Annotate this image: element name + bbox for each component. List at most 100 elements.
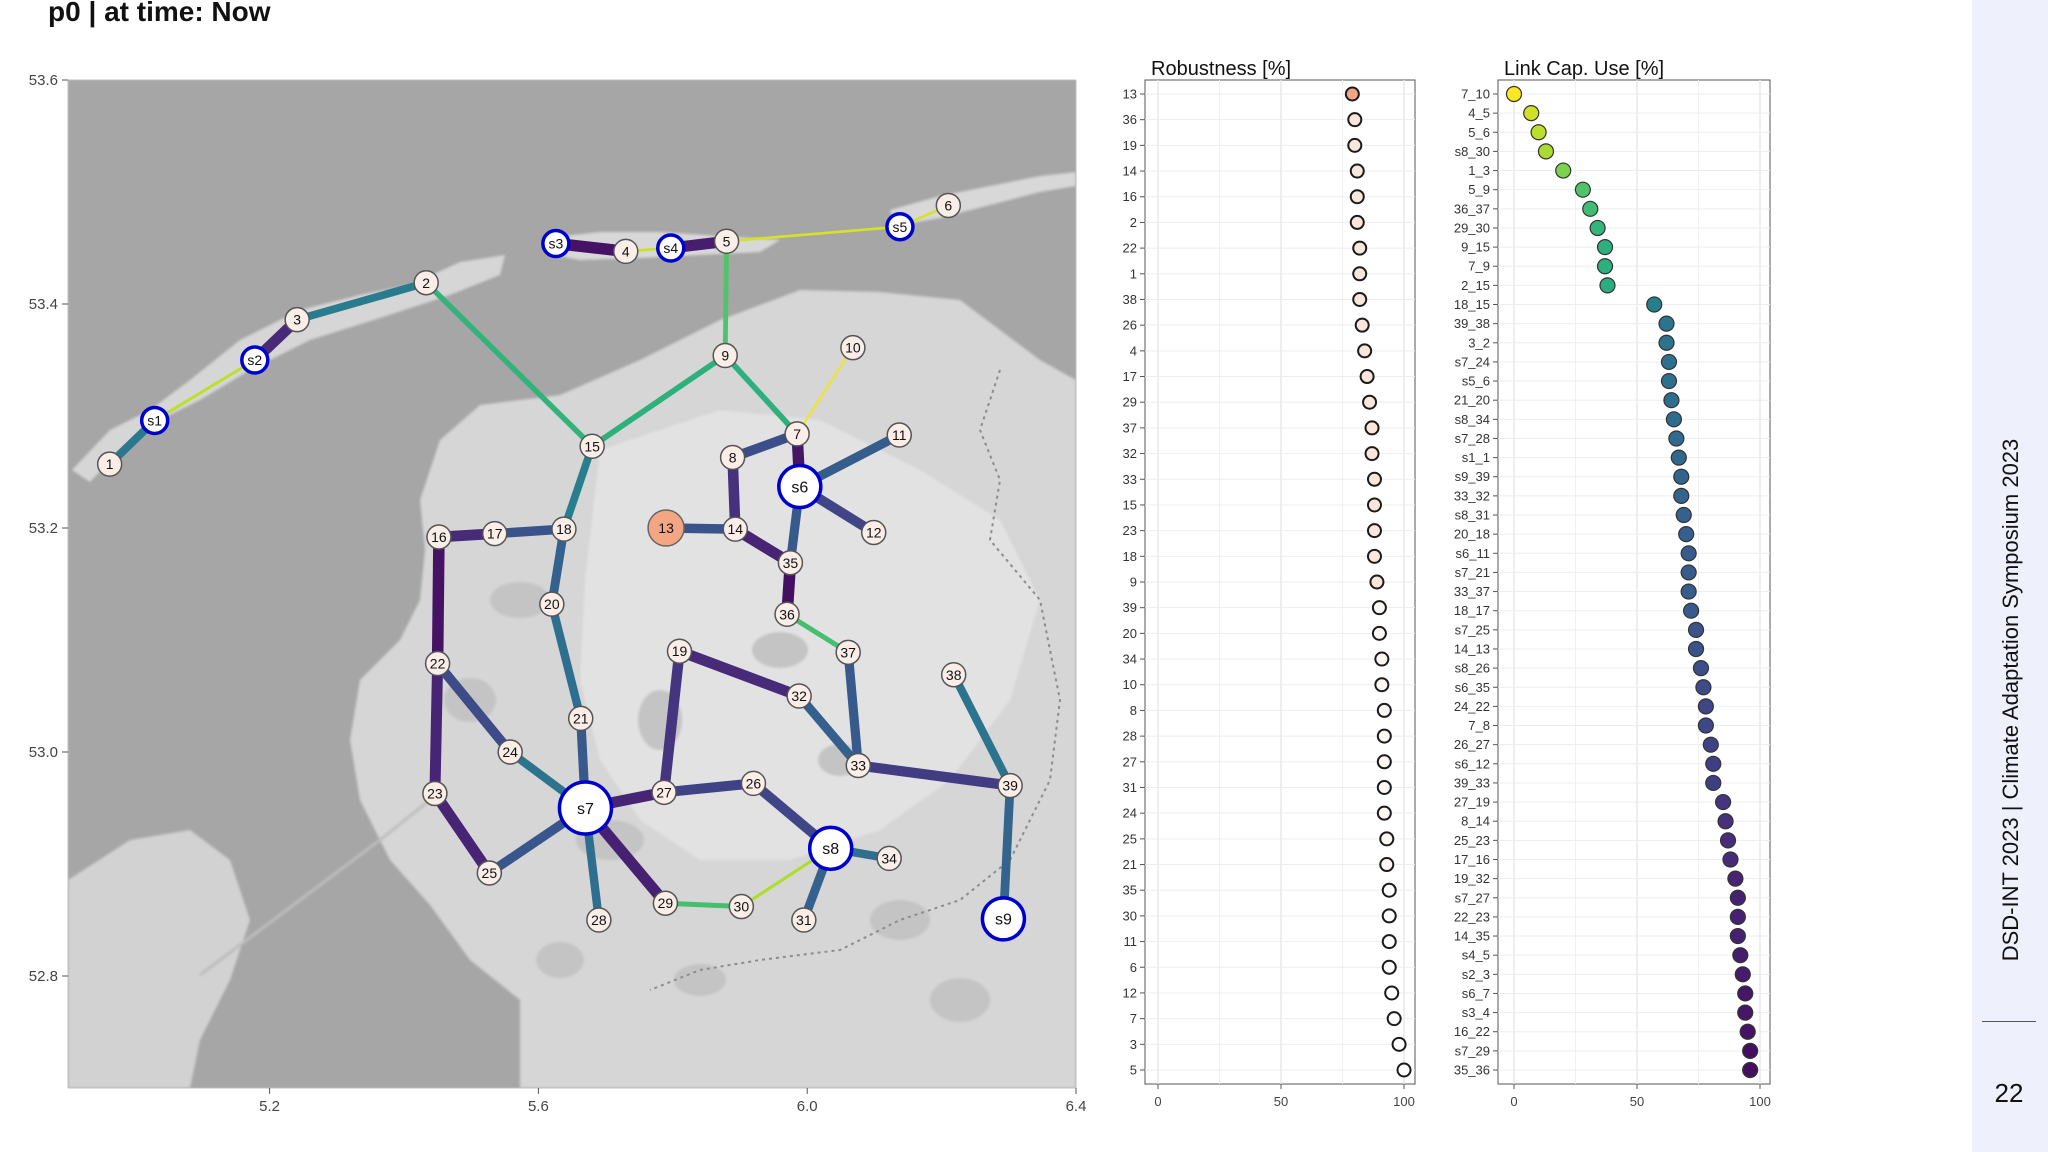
robustness-point[interactable] (1384, 985, 1400, 1001)
robustness-point[interactable] (1374, 651, 1390, 667)
robustness-point[interactable] (1349, 189, 1365, 205)
network-node[interactable] (424, 650, 451, 677)
network-station-node[interactable] (541, 228, 571, 259)
network-station-node[interactable] (885, 211, 915, 242)
link-cap-use-point[interactable] (1717, 813, 1734, 830)
network-node[interactable] (426, 524, 452, 550)
network-node[interactable] (777, 549, 804, 576)
link-cap-use-point[interactable] (1670, 449, 1687, 466)
robustness-point[interactable] (1386, 1011, 1402, 1027)
robustness-point[interactable] (1376, 702, 1392, 718)
link-cap-use-point[interactable] (1658, 334, 1675, 351)
link-cap-use-point[interactable] (1596, 258, 1614, 275)
link-cap-use-point[interactable] (1729, 927, 1746, 945)
robustness-point[interactable] (1381, 882, 1397, 898)
network-node[interactable] (722, 516, 749, 542)
link-cap-use-point[interactable] (1687, 621, 1705, 638)
link-cap-use-point[interactable] (1739, 1023, 1756, 1040)
network-node[interactable] (284, 306, 310, 333)
robustness-point[interactable] (1349, 163, 1365, 179)
network-station-node[interactable] (980, 896, 1027, 942)
link-cap-use-point[interactable] (1695, 679, 1712, 696)
robustness-point[interactable] (1379, 857, 1395, 873)
link-cap-use-point[interactable] (1705, 755, 1722, 772)
link-cap-use-point[interactable] (1668, 430, 1685, 447)
network-node[interactable] (567, 705, 594, 732)
network-node[interactable] (860, 519, 887, 546)
link-cap-use-point[interactable] (1599, 277, 1616, 294)
robustness-point[interactable] (1352, 240, 1368, 256)
robustness-point[interactable] (1364, 420, 1380, 436)
network-station-node[interactable] (557, 780, 614, 836)
link-cap-use-point[interactable] (1658, 315, 1675, 332)
link-cap-use-point[interactable] (1596, 238, 1614, 256)
link-cap-use-point[interactable] (1523, 105, 1540, 122)
network-node[interactable] (784, 421, 810, 447)
link-cap-use-point[interactable] (1729, 908, 1746, 926)
network-node[interactable] (719, 444, 746, 471)
robustness-point[interactable] (1396, 1062, 1412, 1078)
robustness-point[interactable] (1349, 214, 1365, 230)
robustness-point[interactable] (1344, 86, 1360, 102)
link-cap-use-point[interactable] (1729, 889, 1746, 906)
network-node[interactable] (476, 860, 503, 886)
network-node[interactable] (551, 516, 577, 542)
network-node[interactable] (481, 520, 508, 547)
robustness-point[interactable] (1369, 574, 1385, 590)
link-cap-use-point[interactable] (1505, 85, 1523, 103)
link-cap-use-point[interactable] (1574, 181, 1591, 198)
network-node-highlighted[interactable] (647, 509, 685, 547)
link-cap-use-point[interactable] (1660, 372, 1678, 390)
network-node[interactable] (740, 770, 767, 797)
network-node[interactable] (713, 228, 740, 255)
link-cap-use-point[interactable] (1742, 1042, 1759, 1059)
network-node[interactable] (786, 683, 812, 709)
link-cap-use-point[interactable] (1742, 1061, 1759, 1079)
network-station-node[interactable] (777, 463, 823, 510)
link-cap-use-point[interactable] (1680, 564, 1697, 581)
robustness-point[interactable] (1352, 291, 1368, 307)
link-cap-use-point[interactable] (1737, 1004, 1754, 1021)
robustness-point[interactable] (1347, 137, 1363, 153)
robustness-point[interactable] (1379, 831, 1395, 847)
link-cap-use-point[interactable] (1675, 506, 1692, 524)
network-node[interactable] (997, 772, 1023, 799)
network-node[interactable] (728, 893, 755, 920)
robustness-point[interactable] (1376, 779, 1392, 795)
link-cap-use-point[interactable] (1714, 793, 1732, 811)
network-station-node[interactable] (807, 825, 854, 872)
link-cap-use-point[interactable] (1697, 717, 1714, 734)
network-node[interactable] (876, 845, 902, 872)
link-cap-use-point[interactable] (1692, 660, 1710, 677)
link-cap-use-point[interactable] (1722, 851, 1739, 868)
link-cap-use-point[interactable] (1683, 602, 1700, 619)
link-cap-use-point[interactable] (1555, 162, 1572, 179)
network-node[interactable] (413, 269, 439, 296)
network-node[interactable] (579, 433, 605, 459)
network-station-node[interactable] (139, 405, 170, 436)
robustness-point[interactable] (1362, 394, 1378, 410)
network-node[interactable] (539, 591, 565, 617)
link-cap-use-point[interactable] (1702, 736, 1719, 753)
robustness-point[interactable] (1374, 677, 1390, 693)
link-cap-use-point[interactable] (1734, 966, 1751, 983)
network-node[interactable] (886, 422, 913, 448)
network-node[interactable] (935, 192, 962, 219)
link-cap-use-point[interactable] (1665, 411, 1683, 428)
link-cap-use-point[interactable] (1673, 468, 1690, 485)
link-cap-use-point[interactable] (1732, 947, 1749, 964)
robustness-point[interactable] (1381, 959, 1397, 975)
network-node[interactable] (774, 601, 800, 627)
link-cap-use-point[interactable] (1687, 640, 1705, 658)
robustness-point[interactable] (1376, 805, 1392, 821)
link-cap-use-point[interactable] (1727, 870, 1744, 887)
link-cap-use-point[interactable] (1678, 526, 1695, 543)
network-node[interactable] (940, 661, 967, 688)
robustness-point[interactable] (1359, 369, 1375, 385)
robustness-point[interactable] (1376, 754, 1392, 770)
network-node[interactable] (791, 907, 817, 933)
link-cap-use-point[interactable] (1680, 583, 1697, 600)
robustness-point[interactable] (1364, 446, 1380, 462)
link-cap-use-point[interactable] (1719, 832, 1737, 849)
robustness-point[interactable] (1347, 112, 1363, 128)
